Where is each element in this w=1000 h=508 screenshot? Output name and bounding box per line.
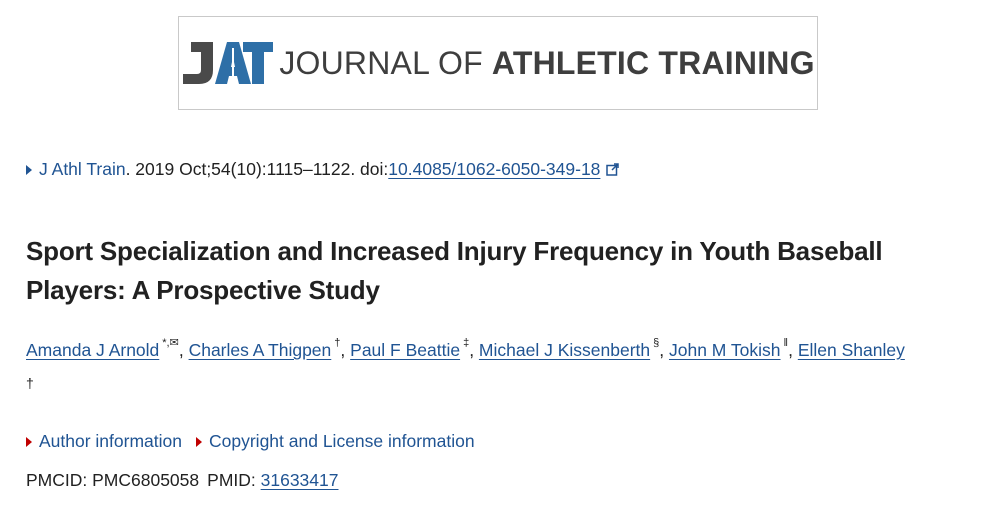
author-affiliation-mark[interactable]: ‡ [463, 337, 470, 350]
author-affiliation-mark[interactable]: *,✉ [162, 337, 179, 350]
author-item: Michael J Kissenberth § [478, 337, 660, 360]
journal-link[interactable]: J Athl Train [39, 159, 126, 179]
doi-link[interactable]: 10.4085/1062-6050-349-18 [388, 159, 601, 179]
caret-right-icon [196, 436, 202, 447]
author-information-toggle[interactable]: Author information [26, 431, 182, 452]
copyright-license-toggle[interactable]: Copyright and License information [196, 431, 475, 452]
author-affiliation-mark[interactable]: † [334, 337, 341, 350]
copyright-license-label: Copyright and License information [209, 431, 475, 451]
journal-name: JOURNAL OF ATHLETIC TRAINING [279, 47, 814, 79]
external-link-icon[interactable] [606, 163, 620, 176]
author-item: Amanda J Arnold *,✉ [26, 337, 179, 360]
author-affiliation-mark[interactable]: † [26, 375, 34, 391]
info-toggles: Author information Copyright and License… [26, 431, 475, 452]
author-list: Amanda J Arnold *,✉, Charles A Thigpen †, … [26, 337, 905, 392]
author-link[interactable]: John M Tokish [668, 340, 781, 360]
author-link[interactable]: Ellen Shanley [797, 340, 905, 360]
jat-logo-icon [183, 42, 274, 84]
author-item: John M Tokish ǁ [668, 337, 789, 360]
journal-banner[interactable]: JOURNAL OF ATHLETIC TRAINING [178, 16, 818, 110]
citation-details: . 2019 Oct;54(10):1115–1122. doi: [125, 159, 389, 179]
pmcid: PMCID: PMC6805058 [26, 470, 200, 490]
author-link[interactable]: Paul F Beattie [350, 340, 461, 360]
author-item: Ellen Shanley † [26, 340, 905, 392]
author-link[interactable]: Michael J Kissenberth [478, 340, 651, 360]
author-item: Paul F Beattie ‡ [350, 337, 470, 360]
caret-right-icon [26, 164, 32, 175]
pmid-label: PMID: [207, 470, 261, 490]
article-title: Sport Specialization and Increased Injur… [26, 236, 883, 305]
author-item: Charles A Thigpen † [188, 337, 341, 360]
author-link[interactable]: Charles A Thigpen [188, 340, 332, 360]
author-link[interactable]: Amanda J Arnold [26, 340, 160, 360]
author-affiliation-mark[interactable]: § [653, 337, 660, 350]
author-information-label: Author information [39, 431, 182, 451]
citation-line: J Athl Train . 2019 Oct;54(10):1115–1122… [26, 159, 620, 180]
article-ids: PMCID: PMC6805058 PMID: 31633417 [26, 470, 339, 491]
caret-right-icon [26, 436, 32, 447]
author-affiliation-mark[interactable]: ǁ [783, 337, 789, 350]
journal-name-light: JOURNAL OF [279, 45, 492, 81]
pmid-link[interactable]: 31633417 [260, 470, 339, 490]
journal-name-bold: ATHLETIC TRAINING [491, 45, 815, 81]
